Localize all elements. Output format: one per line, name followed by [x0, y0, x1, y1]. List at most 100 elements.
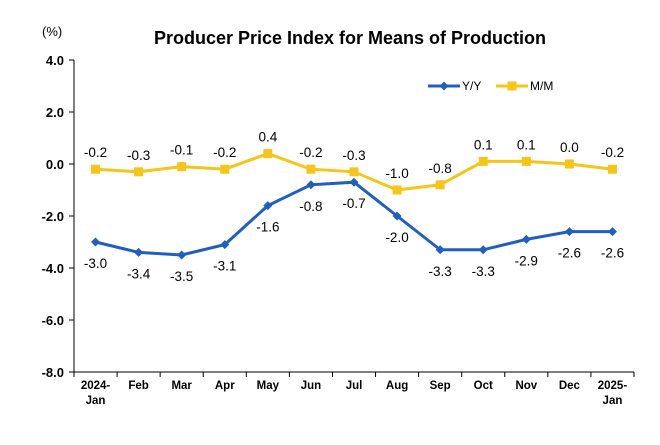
y-tick-label: 2.0 [46, 105, 64, 120]
data-point-marker [564, 159, 574, 169]
y-tick-label: 0.0 [46, 157, 64, 172]
data-label: -0.1 [170, 143, 193, 158]
data-point-marker [220, 240, 230, 250]
x-tick-label-line: Aug [386, 380, 408, 392]
x-tick-label-line: Sep [430, 380, 451, 392]
x-tick-label: Dec [559, 380, 581, 392]
data-point-marker [91, 237, 101, 247]
data-label: -0.2 [299, 145, 322, 160]
data-point-marker [263, 201, 273, 211]
data-point-marker [177, 250, 187, 260]
data-point-marker [521, 234, 531, 244]
x-tick-label-line: Jan [603, 395, 623, 407]
data-point-marker [91, 164, 101, 174]
data-point-marker [349, 167, 359, 177]
data-point-marker [177, 162, 187, 172]
x-tick-label: Nov [515, 380, 537, 392]
series-line-y-y [95, 180, 613, 257]
x-tick-label: 2024- Jan [81, 380, 111, 407]
data-label: -0.2 [84, 145, 107, 160]
data-point-marker [306, 180, 316, 190]
data-label: -2.6 [558, 246, 581, 261]
data-label: -3.4 [127, 266, 151, 281]
data-label: -3.3 [429, 264, 452, 279]
data-label: -0.8 [299, 199, 322, 214]
data-label: -0.3 [127, 148, 150, 163]
x-tick-label-line: Jul [346, 380, 363, 392]
x-tick-label: 2025- Jan [598, 380, 628, 407]
data-label: -3.0 [84, 256, 107, 271]
x-tick-label-line: Jun [301, 380, 321, 392]
data-label: -3.1 [213, 259, 236, 274]
data-label: -2.6 [601, 246, 624, 261]
x-tick-label: Jul [346, 380, 363, 392]
y-tick-label: -4.0 [42, 261, 64, 276]
data-point-marker [306, 164, 316, 174]
data-label: 0.1 [517, 137, 536, 152]
x-tick-label-line: Apr [215, 380, 235, 392]
data-labels-layer: -3.0 -3.4 -3.5 -3.1 -1.6 -0.8 -0.7 -2.0 -3.3 -3.3… [84, 130, 624, 284]
x-tick-label-line: Jan [86, 395, 106, 407]
data-point-marker [478, 156, 488, 166]
legend-label: M/M [530, 79, 553, 93]
y-tick-label: 4.0 [46, 53, 64, 68]
x-tick-label: Jun [301, 380, 321, 392]
chart-title: Producer Price Index for Means of Produc… [154, 28, 546, 48]
x-tick-label-line: Dec [559, 380, 581, 392]
x-tick-label: Apr [215, 380, 235, 392]
data-label: -2.9 [515, 253, 538, 268]
legend-label: Y/Y [462, 79, 481, 93]
data-point-marker [607, 227, 617, 237]
data-label: -0.7 [342, 196, 365, 211]
data-label: -0.2 [601, 145, 624, 160]
data-point-marker [263, 149, 273, 159]
data-label: -3.5 [170, 269, 193, 284]
legend-marker [507, 81, 517, 91]
axes: 4.0 2.0 0.0 -2.0 -4.0 -6.0 -8.0 2024- Jan Feb Mar A… [42, 53, 635, 407]
x-tick-label: Feb [128, 380, 148, 392]
y-tick-label: -8.0 [42, 365, 64, 380]
legend-marker [439, 81, 449, 91]
data-point-marker [392, 211, 402, 221]
data-label: -1.0 [385, 166, 408, 181]
data-point-marker [134, 167, 144, 177]
series-layer [91, 149, 617, 260]
data-label: -1.6 [256, 220, 279, 235]
data-point-marker [478, 245, 488, 255]
data-point-marker [564, 227, 574, 237]
x-tick-label: May [257, 380, 280, 392]
data-label: -0.3 [342, 148, 365, 163]
x-tick-label-line: Oct [474, 380, 493, 392]
data-label: 0.4 [258, 130, 277, 145]
x-tick-label-line: Feb [128, 380, 148, 392]
x-tick-label-line: May [257, 380, 280, 392]
data-label: -0.8 [429, 161, 452, 176]
x-tick-label-line: Mar [171, 380, 192, 392]
data-point-marker [435, 180, 445, 190]
data-point-marker [220, 164, 230, 174]
x-tick-label: Mar [171, 380, 192, 392]
x-tick-label-line: 2024- [81, 380, 111, 392]
y-tick-label: -6.0 [42, 313, 64, 328]
x-tick-label-line: 2025- [598, 380, 628, 392]
data-label: -0.2 [213, 145, 236, 160]
x-tick-label-line: Nov [515, 380, 537, 392]
y-tick-label: -2.0 [42, 209, 64, 224]
data-label: 0.1 [474, 137, 493, 152]
data-label: -2.0 [385, 230, 408, 245]
data-point-marker [134, 247, 144, 257]
x-tick-label: Aug [386, 380, 408, 392]
data-label: 0.0 [560, 140, 579, 155]
x-tick-label: Oct [474, 380, 493, 392]
data-point-marker [521, 156, 531, 166]
data-point-marker [349, 177, 359, 187]
x-tick-label: Sep [430, 380, 451, 392]
data-point-marker [607, 164, 617, 174]
data-point-marker [435, 245, 445, 255]
y-axis-unit-label: (%) [42, 24, 62, 39]
data-point-marker [392, 185, 402, 195]
data-label: -3.3 [472, 264, 495, 279]
legend: Y/Y M/M [428, 79, 553, 93]
